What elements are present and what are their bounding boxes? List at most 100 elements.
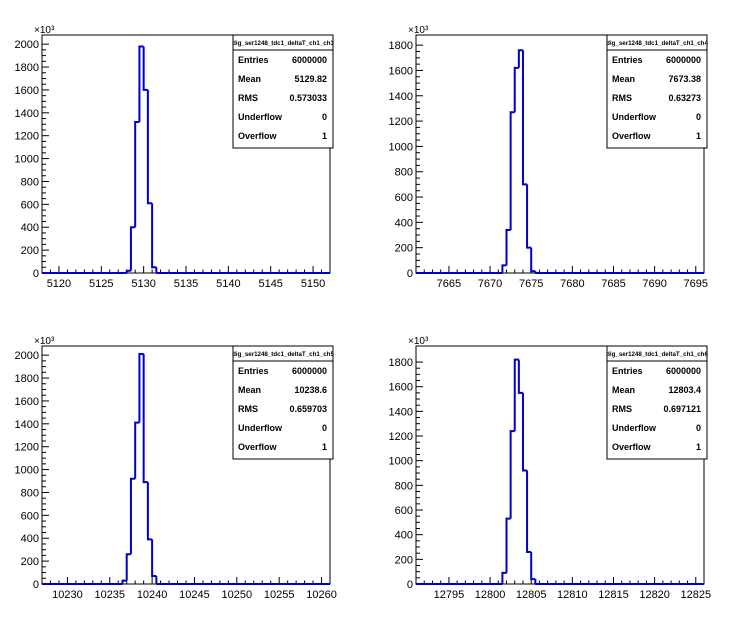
histogram-bin [521,50,528,186]
stats-label: Overflow [612,131,652,141]
x-tick-label: 7695 [684,278,708,290]
y-tick-label: 400 [395,530,413,542]
x-tick-label: 5140 [216,278,240,290]
x-tick-label: 5150 [301,278,325,290]
histogram-bin [501,264,507,273]
y-tick-label: 1200 [15,131,39,143]
y-tick-label: 600 [395,505,413,517]
histogram-bin [121,579,127,584]
stats-label: Entries [612,55,643,65]
y-exponent-label: ×10³ [34,25,55,36]
histogram-bin [129,226,136,271]
x-tick-label: 12810 [557,589,588,601]
y-tick-label: 1600 [389,65,413,77]
stats-box [232,34,334,149]
y-tick-label: 400 [21,222,39,234]
y-tick-label: 200 [21,556,39,568]
y-tick-label: 200 [21,245,39,257]
stats-value: 0.697121 [663,404,701,414]
stats-value: 7673.38 [668,74,701,84]
y-exponent-label: ×10³ [408,25,429,36]
y-tick-label: 1000 [15,465,39,477]
y-tick-label: 1400 [389,91,413,103]
histogram-bin [142,354,148,484]
histogram-bin [505,228,511,266]
y-tick-label: 0 [407,268,413,280]
x-tick-label: 7675 [519,278,543,290]
x-tick-label: 5130 [131,278,155,290]
histogram-panel-4: 0 200 400 600 800 1000 1200 1400 1600 1800 ×10³ 127… [389,336,712,601]
stats-label: RMS [612,93,632,103]
y-tick-label: 0 [33,268,39,280]
stats-value: 5129.82 [294,74,327,84]
x-tick-label: 10255 [264,589,295,601]
x-tick-label: 7690 [642,278,666,290]
y-tick-label: 2000 [15,350,39,362]
y-tick-label: 1600 [389,382,413,394]
histogram-bin [146,482,153,541]
x-tick-label: 12815 [598,589,629,601]
y-tick-label: 600 [21,510,39,522]
x-tick-label: 12800 [475,589,506,601]
histogram-bin [526,184,532,249]
x-tick-label: 5135 [174,278,198,290]
histogram-bin [509,111,515,230]
y-tick-label: 1000 [389,456,413,468]
y-tick-label: 1200 [389,116,413,128]
y-tick-label: 200 [395,243,413,255]
y-tick-label: 600 [395,192,413,204]
histogram-bin [151,203,157,269]
stats-label: Underflow [612,423,657,433]
histogram-panel-3: 0 200 400 600 800 1000 1200 1400 1600 1800 2000 ×10… [15,336,337,601]
stats-label: Entries [612,366,643,376]
histogram-bin [138,45,144,122]
histogram-panel-2: 0 200 400 600 800 1000 1200 1400 1600 1800 ×10³ 766… [389,25,709,290]
y-tick-label: 1800 [389,357,413,369]
stats-value: 0 [696,423,701,433]
y-tick-label: 1800 [389,40,413,52]
stats-label: RMS [238,404,258,414]
stats-value: 1 [696,131,701,141]
stats-box [606,345,708,460]
y-tick-label: 0 [33,579,39,591]
stats-value: 6000000 [666,366,701,376]
histogram-bin [521,392,528,472]
x-tick-label: 10250 [222,589,253,601]
x-tick-label: 12820 [639,589,670,601]
histogram-title: dig_ser1248_tdc1_deltaT_ch1_ch3 [232,40,334,47]
stats-value: 0 [696,112,701,122]
stats-label: Overflow [238,442,278,452]
y-tick-label: 200 [395,554,413,566]
x-tick-label: 12805 [516,589,547,601]
y-tick-label: 800 [21,176,39,188]
x-tick-label: 10230 [52,589,83,601]
stats-value: 0.573033 [289,93,327,103]
histogram-title: dig_ser1248_tdc1_deltaT_ch1_ch5 [232,351,334,358]
histogram-bin [513,358,519,432]
y-tick-label: 800 [21,487,39,499]
x-tick-label: 7680 [560,278,584,290]
x-tick-label: 7670 [478,278,502,290]
stats-value: 6000000 [292,55,327,65]
histogram-bin [138,353,144,423]
histogram-bin [530,551,536,581]
y-tick-label: 400 [21,533,39,545]
y-tick-label: 400 [395,217,413,229]
stats-label: Mean [238,74,261,84]
stats-label: RMS [238,93,258,103]
x-tick-label: 10245 [179,589,210,601]
y-tick-label: 1600 [15,396,39,408]
stats-label: Entries [238,366,269,376]
y-exponent-label: ×10³ [408,336,429,347]
histogram-bin [513,66,519,113]
stats-box [606,34,708,149]
stats-value: 0 [322,112,327,122]
histogram-bin [530,247,536,273]
histogram-title: dig_ser1248_tdc1_deltaT_ch1_ch4 [606,40,708,47]
histogram-panel-1: 0 200 400 600 800 1000 1200 1400 1600 1800 2000 ×10… [15,25,335,290]
y-tick-label: 800 [395,480,413,492]
stats-label: Underflow [238,112,283,122]
stats-value: 6000000 [666,55,701,65]
histogram-bin [517,49,523,68]
histogram-bin [505,517,511,573]
